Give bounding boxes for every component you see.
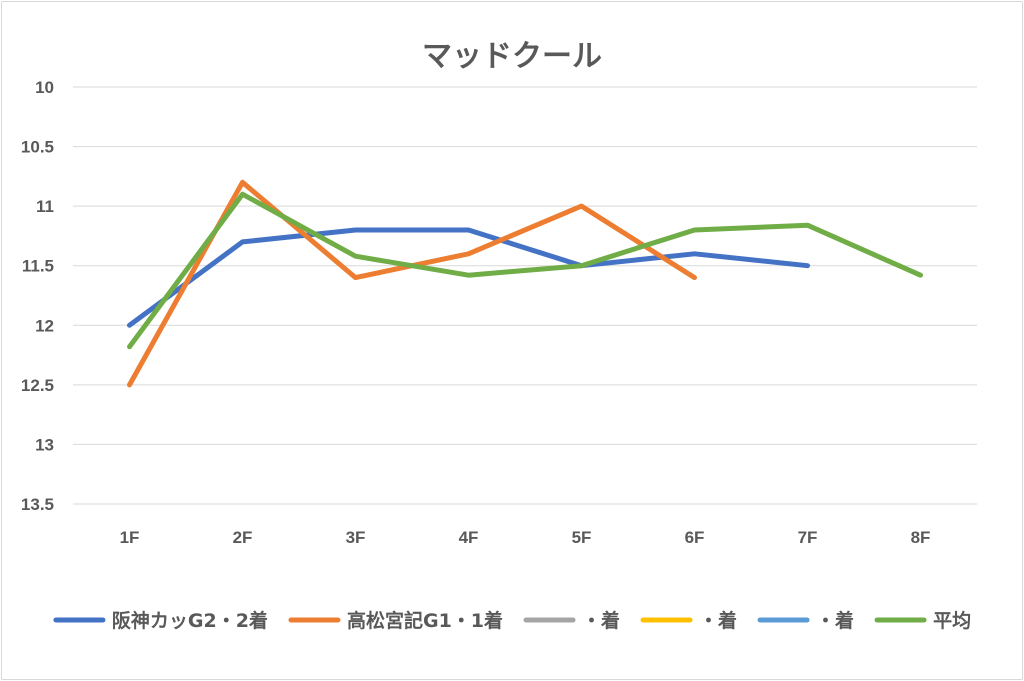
chart-title: マッドクール <box>422 39 602 74</box>
x-tick-label: 2F <box>233 528 253 547</box>
y-tick-label: 12.5 <box>21 376 54 395</box>
y-tick-label: 13 <box>35 435 54 454</box>
series-line-1 <box>127 179 697 388</box>
series-line-0 <box>127 227 810 328</box>
legend: 阪神カッG2・2着 高松宮記G1・1着 ・着 ・着 ・着 平均 <box>53 609 971 632</box>
x-tick-label: 1F <box>120 528 140 547</box>
legend-item: ・着 <box>640 609 737 632</box>
x-tick-label: 5F <box>572 528 592 547</box>
x-tick-label: 3F <box>346 528 366 547</box>
x-tick-label: 8F <box>911 528 931 547</box>
legend-label: ・着 <box>582 609 620 632</box>
legend-label: 高松宮記G1・1着 <box>347 609 503 632</box>
x-tick-label: 7F <box>798 528 818 547</box>
legend-label: 平均 <box>933 609 971 632</box>
legend-label: ・着 <box>816 609 854 632</box>
gridlines <box>73 86 977 505</box>
y-axis-ticks: 10 10.5 11 11.5 12 12.5 13 13.5 <box>21 78 54 514</box>
legend-item: ・着 <box>523 609 620 632</box>
series-lines <box>127 179 923 388</box>
legend-item: 高松宮記G1・1着 <box>288 609 503 632</box>
series-line-5 <box>127 191 923 350</box>
y-tick-label: 11 <box>36 197 54 216</box>
y-tick-label: 12 <box>35 316 54 335</box>
y-tick-label: 10.5 <box>21 138 54 157</box>
legend-item: 阪神カッG2・2着 <box>53 609 268 632</box>
x-axis-ticks: 1F 2F 3F 4F 5F 6F 7F 8F <box>120 528 931 547</box>
legend-item: 平均 <box>874 609 971 632</box>
y-tick-label: 10 <box>35 78 54 97</box>
x-tick-label: 6F <box>685 528 705 547</box>
legend-label: ・着 <box>699 609 737 632</box>
legend-item: ・着 <box>757 609 854 632</box>
x-tick-label: 4F <box>459 528 479 547</box>
legend-label: 阪神カッG2・2着 <box>112 609 268 632</box>
y-tick-label: 13.5 <box>21 495 54 514</box>
y-tick-label: 11.5 <box>22 257 54 276</box>
